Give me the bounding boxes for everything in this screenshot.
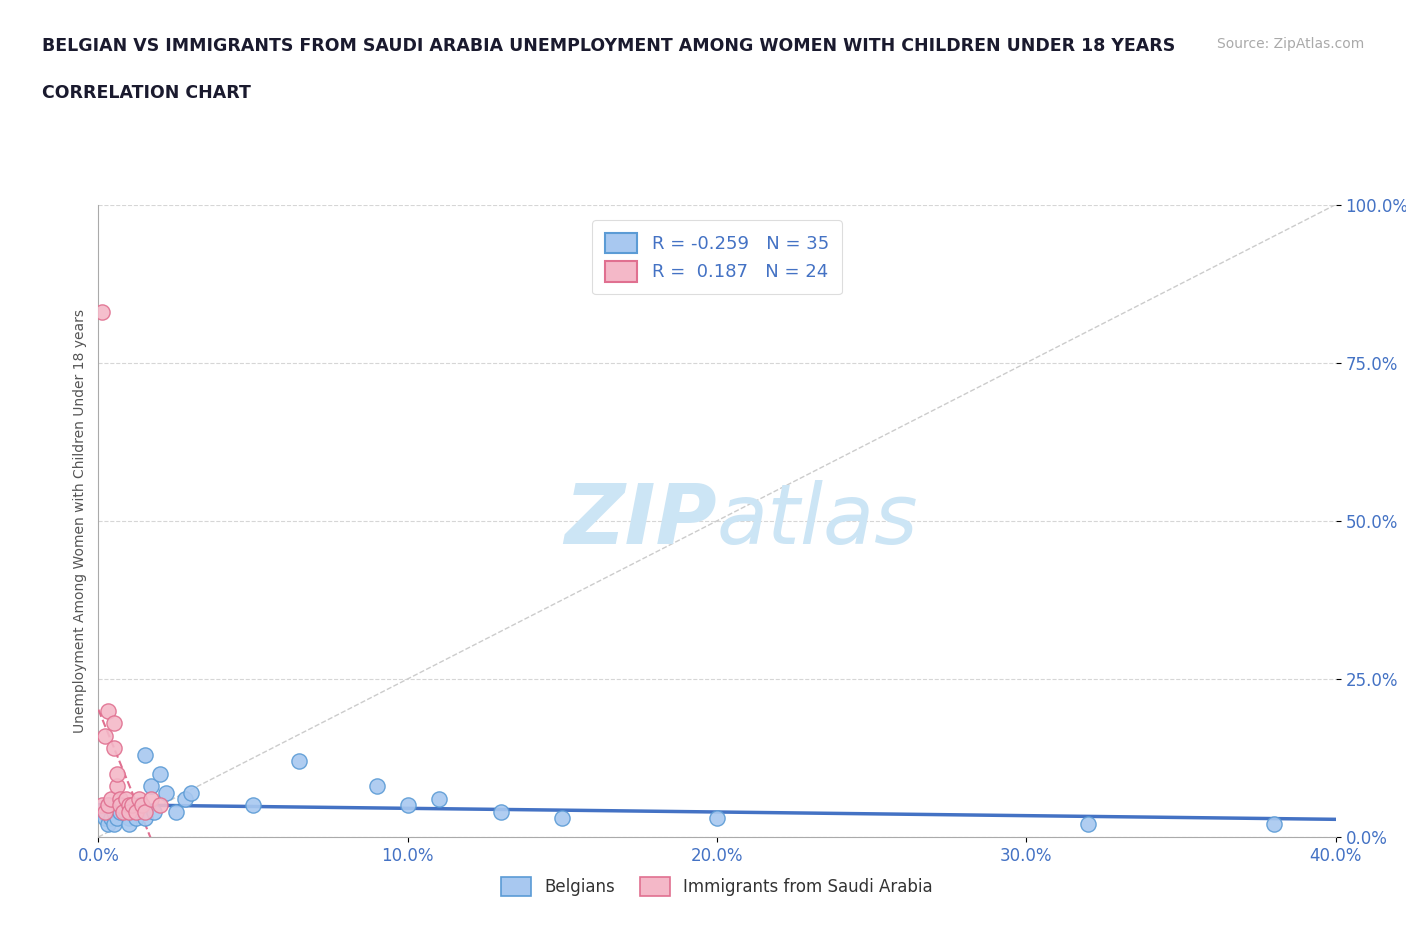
- Point: [165, 804, 187, 819]
- Point: [155, 785, 177, 800]
- Point: [108, 791, 131, 806]
- Text: ZIP: ZIP: [564, 480, 717, 562]
- Point: [115, 804, 138, 819]
- Point: [180, 785, 202, 800]
- Point: [100, 811, 122, 826]
- Point: [93, 811, 115, 826]
- Point: [124, 811, 146, 826]
- Point: [103, 804, 125, 819]
- Point: [124, 804, 146, 819]
- Point: [118, 804, 141, 819]
- Text: CORRELATION CHART: CORRELATION CHART: [42, 84, 252, 101]
- Point: [105, 779, 128, 794]
- Point: [105, 811, 128, 826]
- Text: BELGIAN VS IMMIGRANTS FROM SAUDI ARABIA UNEMPLOYMENT AMONG WOMEN WITH CHILDREN U: BELGIAN VS IMMIGRANTS FROM SAUDI ARABIA …: [42, 37, 1175, 55]
- Point: [108, 804, 131, 819]
- Point: [366, 779, 388, 794]
- Point: [706, 811, 728, 826]
- Point: [489, 804, 512, 819]
- Point: [103, 716, 125, 731]
- Point: [118, 811, 141, 826]
- Text: Source: ZipAtlas.com: Source: ZipAtlas.com: [1216, 37, 1364, 51]
- Point: [97, 798, 120, 813]
- Point: [134, 748, 156, 763]
- Point: [121, 804, 143, 819]
- Point: [551, 811, 574, 826]
- Point: [105, 766, 128, 781]
- Point: [118, 817, 141, 831]
- Point: [1077, 817, 1099, 831]
- Point: [118, 798, 141, 813]
- Point: [149, 766, 172, 781]
- Point: [90, 798, 112, 813]
- Y-axis label: Unemployment Among Women with Children Under 18 years: Unemployment Among Women with Children U…: [73, 309, 87, 733]
- Point: [115, 791, 138, 806]
- Point: [103, 817, 125, 831]
- Point: [121, 798, 143, 813]
- Point: [112, 798, 135, 813]
- Text: atlas: atlas: [717, 480, 918, 562]
- Point: [139, 791, 162, 806]
- Point: [396, 798, 419, 813]
- Point: [90, 804, 112, 819]
- Point: [97, 798, 120, 813]
- Point: [427, 791, 450, 806]
- Point: [97, 817, 120, 831]
- Point: [108, 798, 131, 813]
- Point: [149, 798, 172, 813]
- Point: [131, 798, 153, 813]
- Point: [100, 791, 122, 806]
- Point: [134, 811, 156, 826]
- Point: [93, 728, 115, 743]
- Point: [128, 798, 150, 813]
- Point: [134, 804, 156, 819]
- Legend: Belgians, Immigrants from Saudi Arabia: Belgians, Immigrants from Saudi Arabia: [492, 869, 942, 905]
- Point: [139, 779, 162, 794]
- Point: [143, 804, 166, 819]
- Point: [128, 791, 150, 806]
- Point: [1263, 817, 1285, 831]
- Point: [288, 753, 311, 768]
- Point: [103, 741, 125, 756]
- Point: [97, 703, 120, 718]
- Point: [93, 804, 115, 819]
- Point: [112, 804, 135, 819]
- Point: [90, 305, 112, 320]
- Point: [242, 798, 264, 813]
- Point: [174, 791, 197, 806]
